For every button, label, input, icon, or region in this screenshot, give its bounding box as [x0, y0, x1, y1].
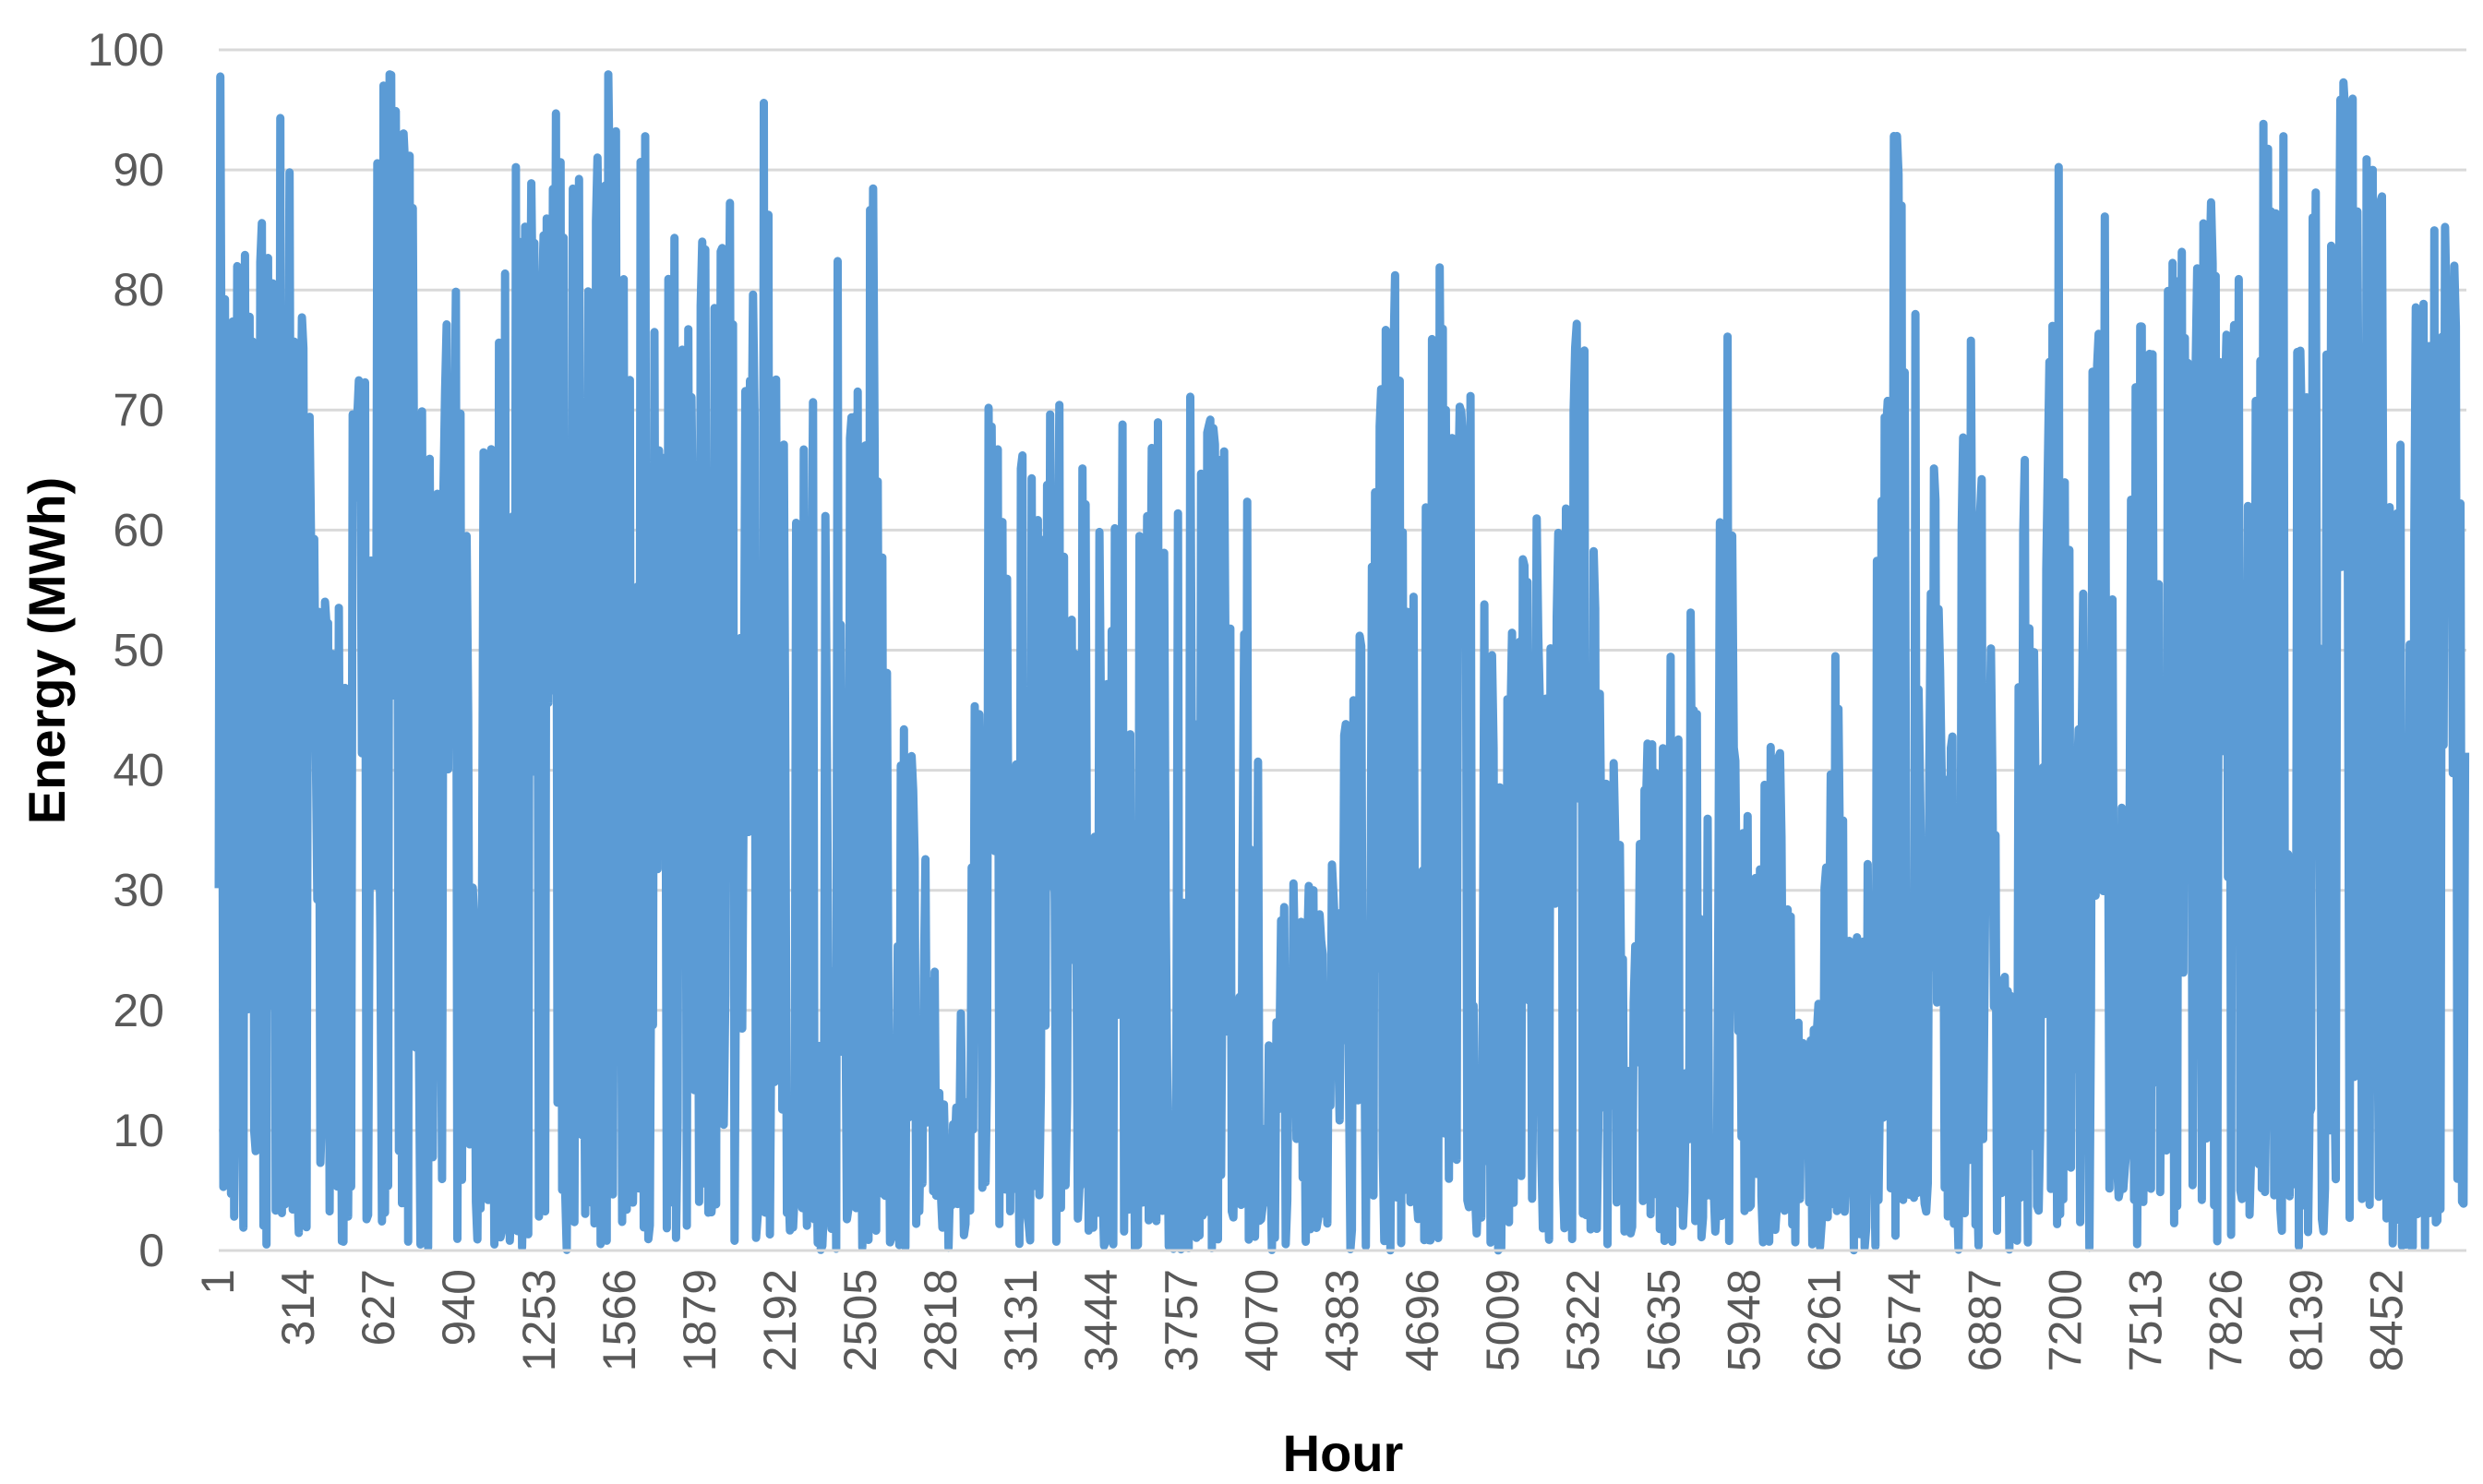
x-tick-label: 3131 — [995, 1269, 1047, 1371]
x-tick-label: 6887 — [1959, 1269, 2010, 1371]
x-tick-label: 1 — [192, 1269, 244, 1295]
x-tick-label: 8452 — [2360, 1269, 2412, 1371]
x-tick-label: 3444 — [1075, 1269, 1127, 1371]
x-tick-label: 7200 — [2039, 1269, 2091, 1371]
x-tick-label: 5635 — [1637, 1269, 1689, 1371]
y-axis-title: Energy (MWh) — [18, 477, 76, 824]
y-tick-label: 70 — [113, 384, 164, 436]
y-axis-ticks: 0 10 20 30 40 50 60 70 80 90 100 — [88, 24, 164, 1276]
x-tick-label: 6574 — [1878, 1269, 1930, 1371]
x-axis-title: Hour — [1283, 1424, 1404, 1482]
x-tick-label: 1879 — [674, 1269, 726, 1371]
x-tick-label: 1566 — [594, 1269, 645, 1371]
x-tick-label: 627 — [353, 1269, 404, 1346]
x-tick-label: 4383 — [1316, 1269, 1368, 1371]
y-tick-label: 0 — [138, 1225, 164, 1276]
y-tick-label: 100 — [88, 24, 164, 76]
x-tick-label: 1253 — [513, 1269, 565, 1371]
x-tick-label: 4696 — [1397, 1269, 1448, 1371]
energy-series — [214, 70, 2470, 1255]
y-tick-label: 60 — [113, 504, 164, 556]
y-tick-label: 10 — [113, 1105, 164, 1156]
y-tick-label: 80 — [113, 264, 164, 316]
x-tick-label: 2192 — [754, 1269, 806, 1371]
y-tick-label: 20 — [113, 985, 164, 1036]
y-tick-label: 30 — [113, 865, 164, 916]
y-tick-label: 50 — [113, 625, 164, 676]
x-tick-label: 5948 — [1718, 1269, 1769, 1371]
x-tick-label: 2818 — [915, 1269, 966, 1371]
x-tick-label: 7826 — [2200, 1269, 2251, 1371]
x-tick-label: 6261 — [1798, 1269, 1850, 1371]
x-tick-label: 5322 — [1557, 1269, 1609, 1371]
x-tick-label: 7513 — [2119, 1269, 2171, 1371]
x-tick-label: 2505 — [834, 1269, 886, 1371]
x-tick-label: 3757 — [1156, 1269, 1207, 1371]
x-tick-label: 314 — [272, 1269, 324, 1346]
x-tick-label: 4070 — [1236, 1269, 1288, 1371]
y-tick-label: 90 — [113, 144, 164, 196]
x-tick-label: 5009 — [1477, 1269, 1529, 1371]
x-tick-label: 8139 — [2280, 1269, 2332, 1371]
series-line — [214, 70, 2470, 1255]
y-tick-label: 40 — [113, 745, 164, 796]
x-tick-label: 940 — [433, 1269, 485, 1346]
x-axis-ticks: 1 314 627 940 1253 1566 1879 2192 2505 2818 3131 34… — [192, 1269, 2412, 1371]
